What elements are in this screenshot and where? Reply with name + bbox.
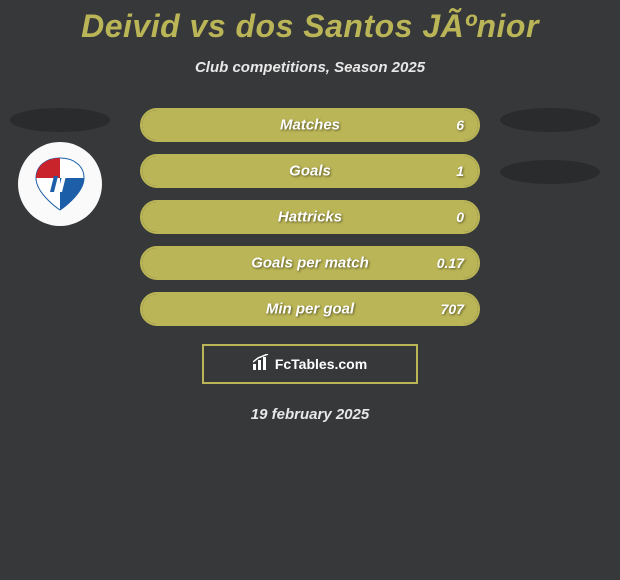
left-shadow-ellipse [10, 108, 110, 132]
stat-bars: Matches 6 Goals 1 Hattricks 0 Goals per … [140, 108, 480, 326]
right-team-col [500, 108, 600, 184]
stat-value: 0.17 [437, 255, 464, 271]
stat-label: Hattricks [278, 209, 342, 226]
stat-value: 1 [456, 163, 464, 179]
stat-label: Matches [280, 117, 340, 134]
right-shadow-ellipse-1 [500, 108, 600, 132]
stat-value: 707 [441, 301, 464, 317]
branding-text: FcTables.com [275, 356, 367, 372]
stat-bar-min-per-goal: Min per goal 707 [140, 292, 480, 326]
stat-value: 0 [456, 209, 464, 225]
stat-label: Min per goal [266, 301, 354, 318]
page-title: Deivid vs dos Santos JÃºnior [0, 0, 620, 45]
date-line: 19 february 2025 [0, 406, 620, 423]
branding-box[interactable]: FcTables.com [202, 344, 418, 384]
stat-label: Goals [289, 163, 331, 180]
stat-value: 6 [456, 117, 464, 133]
bahia-crest-icon [32, 156, 88, 212]
subtitle: Club competitions, Season 2025 [0, 59, 620, 76]
stat-label: Goals per match [251, 255, 369, 272]
right-shadow-ellipse-2 [500, 160, 600, 184]
stat-bar-matches: Matches 6 [140, 108, 480, 142]
stat-bar-goals-per-match: Goals per match 0.17 [140, 246, 480, 280]
bar-chart-icon [253, 354, 271, 375]
left-team-col [10, 108, 110, 226]
left-club-logo [18, 142, 102, 226]
stat-bar-hattricks: Hattricks 0 [140, 200, 480, 234]
content-area: Matches 6 Goals 1 Hattricks 0 Goals per … [0, 108, 620, 423]
stat-bar-goals: Goals 1 [140, 154, 480, 188]
